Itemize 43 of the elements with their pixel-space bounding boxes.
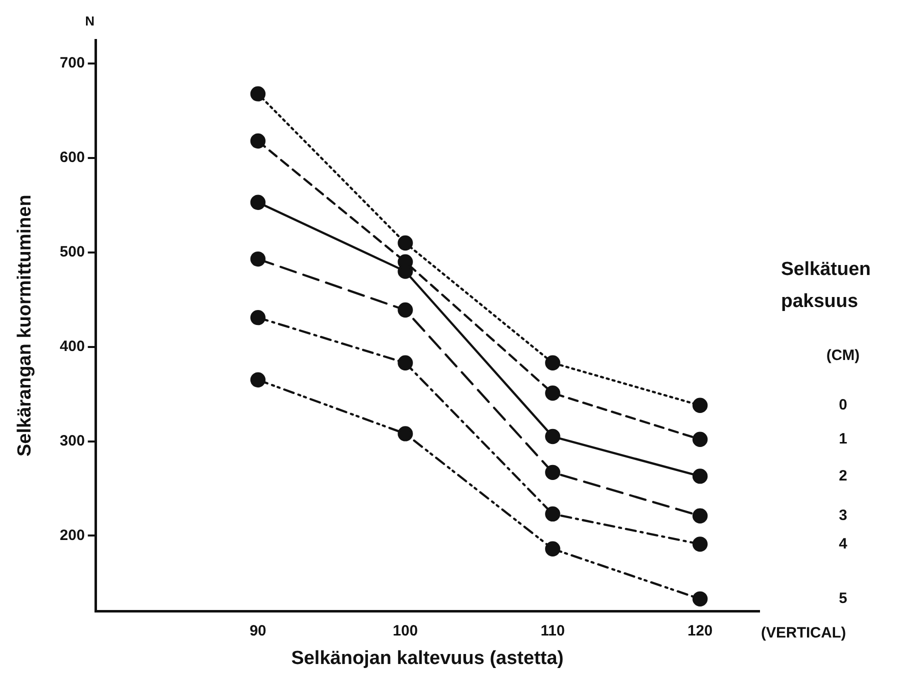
- point: [692, 432, 708, 447]
- text: 5: [838, 590, 848, 608]
- point: [398, 355, 413, 370]
- y-tick-label: 300: [60, 432, 85, 450]
- point: [250, 194, 266, 210]
- point: [692, 398, 708, 413]
- x-tick-label: 100: [392, 622, 418, 640]
- point: [250, 86, 266, 102]
- x-axis-title: Selkänojan kaltevuus (astetta): [291, 648, 564, 669]
- y-tick-label: 500: [60, 244, 85, 261]
- text: 4: [838, 535, 848, 552]
- text: 1: [838, 430, 848, 448]
- point: [692, 591, 708, 607]
- point: [250, 251, 266, 267]
- point: [250, 133, 266, 149]
- point: [398, 235, 413, 251]
- point: [692, 508, 708, 524]
- y-tick-label: 400: [60, 338, 85, 355]
- x-tick-label: 120: [688, 622, 713, 640]
- point: [692, 536, 708, 552]
- text: N: [85, 14, 95, 29]
- x-tick-label: 110: [540, 622, 565, 640]
- y-axis-title: Selkärangan kuormittuminen: [14, 194, 36, 457]
- point: [250, 310, 266, 326]
- point: [398, 426, 413, 442]
- point: [250, 372, 266, 388]
- point: [545, 355, 560, 370]
- point: [545, 428, 560, 444]
- text: 3: [838, 506, 848, 524]
- text: (VERTICAL): [761, 624, 846, 642]
- y-tick-label: 700: [60, 54, 85, 72]
- text: 0: [838, 396, 848, 414]
- point: [692, 468, 708, 484]
- point: [545, 541, 560, 556]
- point: [398, 302, 413, 318]
- y-tick-label: 600: [60, 149, 85, 166]
- point: [545, 386, 560, 401]
- text: Selkätuen paksuus (CM): [781, 259, 871, 364]
- text: 2: [838, 467, 848, 484]
- point: [545, 506, 560, 522]
- y-tick-label: 200: [60, 526, 85, 544]
- point: [545, 464, 560, 480]
- x-tick-label: 90: [250, 622, 266, 640]
